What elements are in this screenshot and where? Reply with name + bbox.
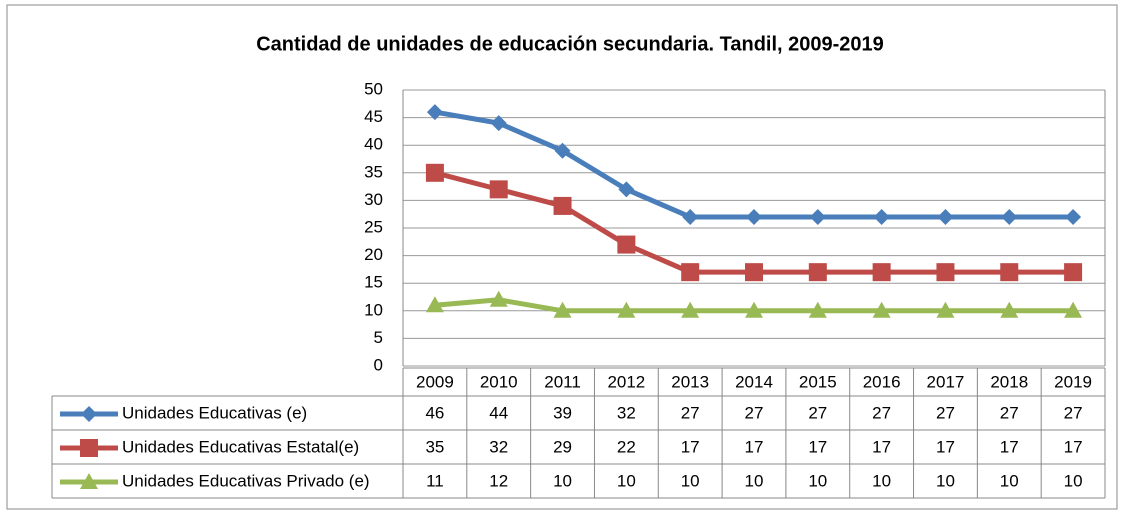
table-value: 10	[745, 471, 764, 490]
marker	[873, 208, 890, 225]
marker	[553, 196, 572, 215]
x-tick-label: 2018	[990, 372, 1028, 391]
marker	[936, 301, 955, 318]
marker	[1000, 301, 1019, 318]
table-value: 12	[489, 471, 508, 490]
table-value: 35	[425, 437, 444, 456]
x-tick-label: 2014	[735, 372, 773, 391]
table-value: 32	[617, 403, 636, 422]
table-value: 39	[553, 403, 572, 422]
marker	[1064, 263, 1083, 282]
table-value: 10	[553, 471, 572, 490]
marker	[745, 301, 763, 318]
table-value: 17	[745, 437, 764, 456]
marker	[425, 296, 444, 313]
chart-title: Cantidad de unidades de educación secund…	[256, 33, 884, 55]
table-value: 27	[808, 403, 827, 422]
table-value: 32	[489, 437, 508, 456]
y-tick-label: 15	[364, 273, 383, 292]
table-value: 17	[1000, 437, 1019, 456]
marker	[1064, 301, 1083, 318]
marker	[489, 180, 508, 199]
table-value: 17	[681, 437, 700, 456]
marker	[1000, 263, 1019, 282]
y-tick-label: 0	[374, 355, 383, 374]
table-value: 27	[872, 403, 891, 422]
marker	[553, 301, 572, 318]
y-tick-label: 35	[364, 162, 383, 181]
y-tick-label: 40	[364, 135, 383, 154]
table-value: 10	[872, 471, 891, 490]
x-tick-label: 2009	[416, 372, 454, 391]
table-value: 10	[681, 471, 700, 490]
marker	[872, 301, 891, 318]
table-value: 44	[489, 403, 508, 422]
marker	[81, 406, 97, 422]
marker	[746, 208, 762, 225]
table-value: 27	[1064, 403, 1083, 422]
marker	[617, 235, 636, 254]
x-tick-label: 2013	[671, 372, 709, 391]
y-tick-label: 10	[364, 300, 383, 319]
table-value: 27	[745, 403, 764, 422]
x-tick-label: 2019	[1054, 372, 1092, 391]
marker	[682, 208, 699, 225]
table-value: 17	[872, 437, 891, 456]
table-value: 22	[617, 437, 636, 456]
marker	[489, 290, 508, 307]
x-tick-label: 2015	[799, 372, 837, 391]
marker	[80, 439, 98, 457]
table-value: 10	[617, 471, 636, 490]
legend-label: Unidades Educativas Privado (e)	[122, 471, 370, 490]
x-tick-label: 2016	[863, 372, 901, 391]
table-value: 27	[936, 403, 955, 422]
marker	[809, 208, 826, 225]
marker	[554, 142, 571, 159]
marker	[681, 263, 700, 282]
marker	[80, 473, 98, 489]
marker	[808, 301, 827, 318]
table-value: 10	[1064, 471, 1083, 490]
legend-label: Unidades Educativas (e)	[122, 403, 307, 422]
y-tick-label: 25	[364, 217, 383, 236]
chart-frame	[6, 4, 1118, 510]
table-value: 17	[1064, 437, 1083, 456]
x-tick-label: 2010	[480, 372, 518, 391]
x-tick-label: 2011	[544, 372, 581, 391]
legend-label: Unidades Educativas Estatal(e)	[122, 437, 359, 456]
table-value: 27	[1000, 403, 1019, 422]
table-value: 10	[808, 471, 827, 490]
marker	[936, 263, 955, 282]
marker	[872, 263, 891, 282]
y-tick-label: 45	[364, 107, 383, 126]
table-value: 27	[681, 403, 700, 422]
table-value: 46	[425, 403, 444, 422]
marker	[808, 263, 827, 282]
marker	[617, 301, 636, 318]
table-value: 29	[553, 437, 572, 456]
marker	[426, 104, 443, 121]
marker	[1065, 208, 1082, 225]
table-value: 10	[1000, 471, 1019, 490]
table-value: 11	[426, 471, 444, 490]
y-tick-label: 30	[364, 190, 383, 209]
marker	[490, 115, 507, 132]
table-value: 17	[808, 437, 827, 456]
marker	[745, 263, 763, 282]
marker	[425, 163, 444, 182]
marker	[1001, 208, 1018, 225]
x-tick-label: 2012	[607, 372, 645, 391]
marker	[937, 208, 954, 225]
y-tick-label: 5	[374, 328, 383, 347]
y-tick-label: 20	[364, 245, 383, 264]
table-value: 10	[936, 471, 955, 490]
y-tick-label: 50	[364, 79, 383, 98]
marker	[618, 181, 635, 198]
table-value: 17	[936, 437, 955, 456]
marker	[681, 301, 700, 318]
x-tick-label: 2017	[927, 372, 965, 391]
